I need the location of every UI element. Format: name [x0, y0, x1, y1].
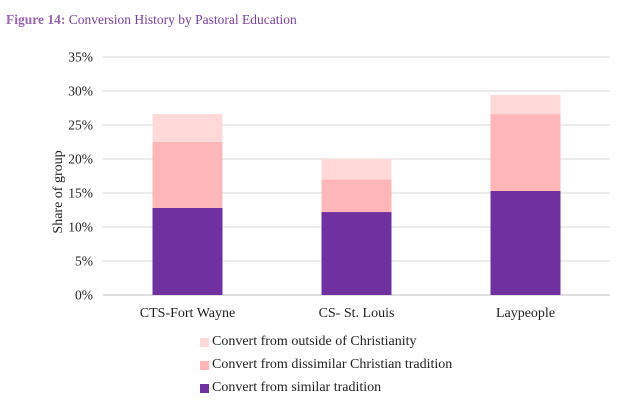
y-tick-label: 10%: [68, 220, 93, 235]
legend-label: Convert from similar tradition: [212, 380, 382, 395]
figure-title-text: Conversion History by Pastoral Education: [68, 12, 297, 27]
legend-item: Convert from similar tradition: [200, 378, 452, 398]
bar-segment-laypeople-s2: [490, 95, 561, 115]
bar-segment-laypeople-s1: [490, 114, 561, 191]
legend-label: Convert from dissimilar Christian tradit…: [212, 357, 453, 372]
bar-segment-laypeople-s0: [490, 190, 561, 295]
y-tick-label: 25%: [68, 118, 93, 133]
bar-segment-cs-st-louis-s1: [321, 179, 392, 213]
bar-segment-cts-fort-wayne-s1: [152, 142, 223, 208]
y-tick-label: 0%: [75, 288, 93, 303]
bar-segment-cs-st-louis-s0: [321, 212, 392, 295]
legend-item: Convert from dissimilar Christian tradit…: [200, 355, 452, 375]
legend: Convert from outside of Christianity Conv…: [200, 332, 452, 401]
x-tick-label: Laypeople: [496, 306, 555, 321]
figure-title: Figure 14: Conversion History by Pastora…: [6, 12, 297, 28]
y-tick-label: 30%: [68, 84, 93, 99]
legend-swatch: [200, 360, 209, 370]
y-axis-label: Share of group: [51, 150, 66, 233]
bar-segment-cts-fort-wayne-s2: [152, 114, 223, 142]
bar-segment-cts-fort-wayne-s0: [152, 207, 223, 295]
legend-label: Convert from outside of Christianity: [212, 334, 417, 349]
bar-segment-cs-st-louis-s2: [321, 159, 392, 180]
legend-swatch: [200, 337, 209, 347]
y-tick-label: 35%: [68, 50, 93, 65]
legend-swatch: [200, 383, 209, 393]
x-tick-label: CTS-Fort Wayne: [140, 306, 235, 321]
legend-item: Convert from outside of Christianity: [200, 332, 452, 352]
x-tick-label: CS- St. Louis: [319, 306, 395, 321]
y-tick-label: 20%: [68, 152, 93, 167]
y-tick-label: 15%: [68, 186, 93, 201]
stacked-bar-chart: 0% 5% 10% 15% 20% 25% 30% 35% CTS-Fort Wayne CS-…: [51, 50, 610, 321]
figure-label: Figure 14:: [6, 12, 66, 27]
y-tick-label: 5%: [75, 254, 93, 269]
